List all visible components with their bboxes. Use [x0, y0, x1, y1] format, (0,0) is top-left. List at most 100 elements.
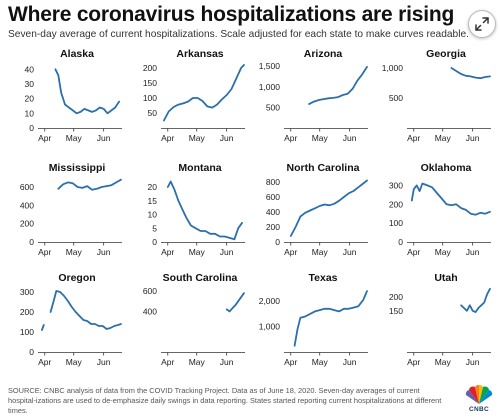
- y-tick-label: 100: [20, 327, 34, 337]
- x-tick-label: Apr: [407, 357, 420, 367]
- x-tick-label: May: [66, 133, 83, 143]
- x-tick-label: Jun: [466, 133, 480, 143]
- chart-header: Where coronavirus hospitalizations are r…: [8, 3, 469, 41]
- y-tick-label: 400: [266, 207, 280, 217]
- x-tick-label: May: [66, 247, 83, 257]
- y-tick-label: 600: [20, 182, 34, 192]
- x-tick-label: Jun: [220, 357, 234, 367]
- y-tick-label: 100: [143, 93, 157, 103]
- y-tick-label: 200: [20, 219, 34, 229]
- panel-arkansas: Arkansas 50 100 150 200 Apr May Jun: [143, 48, 245, 143]
- y-tick-label: 50: [148, 108, 158, 118]
- y-tick-label: 1,500: [259, 61, 281, 71]
- panel-title: Utah: [434, 272, 457, 284]
- x-tick-label: Apr: [38, 247, 51, 257]
- panel-title: Mississippi: [49, 162, 106, 174]
- logo-text: CNBC: [469, 406, 489, 413]
- panel-title: Oregon: [58, 272, 95, 284]
- y-tick-label: 150: [389, 306, 403, 316]
- x-tick-label: Jun: [97, 247, 111, 257]
- y-tick-label: 500: [389, 93, 403, 103]
- x-tick-label: May: [312, 247, 329, 257]
- panel-arizona: Arizona 500 1,000 1,500 Apr May Jun: [259, 48, 368, 143]
- x-tick-label: Apr: [407, 133, 420, 143]
- x-tick-label: Apr: [38, 357, 51, 367]
- expand-button[interactable]: [468, 10, 496, 38]
- y-tick-label: 20: [25, 94, 35, 104]
- panel-texas: Texas 1,000 2,000 Apr May Jun: [259, 272, 368, 367]
- x-tick-label: Jun: [343, 357, 357, 367]
- x-tick-label: Apr: [38, 133, 51, 143]
- x-tick-label: Jun: [220, 247, 234, 257]
- y-tick-label: 200: [20, 307, 34, 317]
- panel-title: Arizona: [304, 48, 343, 60]
- series-line-montana: [166, 180, 244, 241]
- panel-title: Arkansas: [176, 48, 223, 60]
- x-tick-label: Jun: [220, 133, 234, 143]
- y-tick-label: 400: [143, 306, 157, 316]
- panel-alaska: Alaska 0 10 20 30 40 Apr May Jun: [25, 48, 122, 143]
- y-tick-label: 2,000: [259, 296, 281, 306]
- x-tick-label: Apr: [161, 133, 174, 143]
- panel-title: Texas: [309, 272, 338, 284]
- x-tick-label: May: [312, 133, 329, 143]
- series-line-oklahoma: [410, 182, 491, 216]
- series-line-arizona: [308, 66, 368, 105]
- y-tick-label: 400: [20, 200, 34, 210]
- panel-title: Oklahoma: [421, 162, 472, 174]
- y-tick-label: 300: [20, 287, 34, 297]
- nbc-peacock-icon: CNBC: [463, 384, 495, 416]
- y-tick-label: 20: [148, 182, 158, 192]
- x-tick-label: Apr: [407, 247, 420, 257]
- x-tick-label: Apr: [284, 133, 297, 143]
- y-tick-label: 0: [398, 237, 403, 247]
- y-tick-label: 600: [266, 192, 280, 202]
- panel-oregon: Oregon 0 100 200 300 Apr May Jun: [20, 272, 122, 367]
- y-tick-label: 1,000: [382, 63, 404, 73]
- panel-title: South Carolina: [163, 272, 238, 284]
- y-tick-label: 0: [152, 237, 157, 247]
- panel-title: Alaska: [60, 48, 94, 60]
- page-subtitle: Seven-day average of current hospitaliza…: [8, 29, 469, 40]
- x-tick-label: Jun: [97, 133, 111, 143]
- x-tick-label: Jun: [466, 247, 480, 257]
- y-tick-label: 150: [143, 78, 157, 88]
- series-line-georgia: [450, 67, 491, 80]
- y-tick-label: 300: [389, 180, 403, 190]
- x-tick-label: Apr: [161, 247, 174, 257]
- panel-oklahoma: Oklahoma 0 100 200 300 Apr May Jun: [389, 162, 491, 257]
- series-line-oregon: [41, 324, 45, 331]
- x-tick-label: Jun: [343, 247, 357, 257]
- y-tick-label: 100: [389, 218, 403, 228]
- x-tick-label: May: [189, 247, 206, 257]
- page-title: Where coronavirus hospitalizations are r…: [8, 3, 455, 26]
- x-tick-label: Jun: [343, 133, 357, 143]
- x-tick-label: May: [189, 357, 206, 367]
- x-tick-label: Apr: [284, 247, 297, 257]
- series-line-oregon: [49, 290, 122, 330]
- panel-mississippi: Mississippi 0 200 400 600 Apr May Jun: [20, 162, 122, 257]
- panel-title: Georgia: [426, 48, 466, 60]
- y-tick-label: 0: [29, 123, 34, 133]
- x-tick-label: Apr: [284, 357, 297, 367]
- y-tick-label: 30: [25, 79, 35, 89]
- y-tick-label: 0: [29, 347, 34, 357]
- series-line-north-carolina: [289, 179, 368, 237]
- panel-north-carolina: North Carolina 0 200 400 600 800 Apr May Jun: [266, 162, 368, 257]
- y-tick-label: 0: [275, 237, 280, 247]
- y-tick-label: 200: [143, 63, 157, 73]
- x-tick-label: Jun: [466, 357, 480, 367]
- y-tick-label: 5: [152, 223, 157, 233]
- x-tick-label: May: [189, 133, 206, 143]
- series-line-south-carolina: [225, 292, 245, 313]
- x-tick-label: May: [312, 357, 329, 367]
- x-tick-label: May: [435, 247, 452, 257]
- expand-icon: [475, 17, 489, 31]
- y-tick-label: 1,000: [259, 82, 281, 92]
- series-line-arkansas: [162, 64, 245, 122]
- series-line-mississippi: [57, 178, 122, 191]
- y-tick-label: 600: [143, 286, 157, 296]
- x-tick-label: May: [435, 357, 452, 367]
- y-tick-label: 200: [266, 222, 280, 232]
